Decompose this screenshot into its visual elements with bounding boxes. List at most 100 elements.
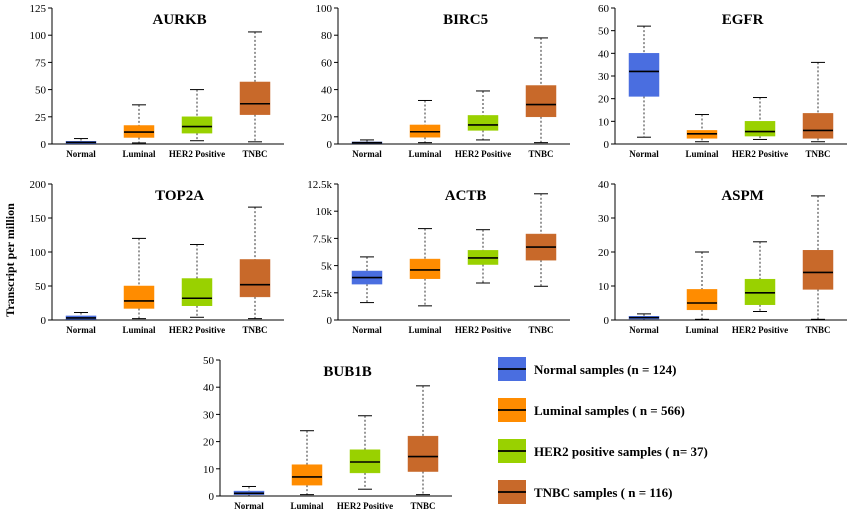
y-tick-label: 0	[604, 139, 610, 151]
box-normal: Normal	[628, 313, 660, 335]
x-tick-label: Normal	[629, 149, 659, 159]
y-tick-label: 20	[598, 94, 610, 106]
y-tick-label: 0	[41, 315, 47, 327]
box-normal: Normal	[351, 139, 383, 159]
y-axis-label: Transcript per million	[3, 203, 17, 317]
panel-aspm: 0 10 20 30 40 ASPM Normal Luminal HER2 Positive T…	[598, 179, 847, 335]
y-tick-label: 10	[598, 281, 610, 293]
y-tick-label: 40	[321, 85, 333, 97]
panel-actb: 0 2.5k 5k 7.5k 10k 12.5k ACTB Normal Luminal HER2…	[307, 179, 570, 335]
x-tick-label: HER2 Positive	[337, 501, 393, 509]
y-tick-label: 100	[30, 247, 47, 259]
x-tick-label: HER2 Positive	[455, 149, 511, 159]
y-tick-label: 0	[327, 315, 333, 327]
iqr-box	[123, 285, 155, 309]
box-her2-positive: HER2 Positive	[169, 244, 225, 335]
y-tick-label: 50	[203, 355, 215, 367]
legend-item: HER2 positive samples ( n= 37)	[498, 439, 708, 463]
y-tick-label: 10	[203, 464, 215, 476]
iqr-box	[181, 278, 213, 306]
legend: Normal samples (n = 124) Luminal samples …	[498, 357, 708, 504]
legend-label: Normal samples (n = 124)	[534, 362, 676, 377]
iqr-box	[802, 250, 834, 290]
panel-egfr: 0 10 20 30 40 50 60 EGFR Normal Luminal HER2 Posit…	[598, 3, 847, 159]
x-tick-label: Luminal	[408, 149, 442, 159]
box-normal: Normal	[233, 485, 265, 509]
x-tick-label: Normal	[352, 325, 382, 335]
x-tick-label: TNBC	[805, 149, 830, 159]
box-her2-positive: HER2 Positive	[732, 97, 788, 159]
x-tick-label: Luminal	[685, 325, 719, 335]
panel-title: EGFR	[722, 12, 764, 28]
box-tnbc: TNBC	[407, 385, 439, 509]
x-tick-label: HER2 Positive	[169, 149, 225, 159]
x-tick-label: TNBC	[528, 325, 553, 335]
iqr-box	[744, 121, 776, 137]
legend-item: Normal samples (n = 124)	[498, 357, 676, 381]
legend-label: Luminal samples ( n = 566)	[534, 403, 685, 418]
x-tick-label: HER2 Positive	[455, 325, 511, 335]
box-her2-positive: HER2 Positive	[337, 415, 393, 509]
x-tick-label: Normal	[234, 501, 264, 509]
panel-title: AURKB	[153, 12, 207, 28]
legend-label: TNBC samples ( n = 116)	[534, 485, 673, 500]
y-tick-label: 150	[30, 213, 47, 225]
iqr-box	[239, 81, 271, 115]
y-tick-label: 2.5k	[313, 288, 333, 300]
legend-item: TNBC samples ( n = 116)	[498, 480, 673, 504]
x-tick-label: HER2 Positive	[732, 325, 788, 335]
y-tick-label: 30	[598, 213, 610, 225]
panel-bub1b: 0 10 20 30 40 50 BUB1B Normal Luminal HER2 Positi…	[203, 355, 452, 509]
panel-birc5: 0 20 40 60 80 100 BIRC5 Normal Luminal HER2 Posit…	[316, 3, 570, 159]
y-tick-label: 5k	[321, 261, 333, 273]
y-tick-label: 20	[203, 437, 215, 449]
box-tnbc: TNBC	[239, 31, 271, 159]
x-tick-label: Luminal	[122, 325, 156, 335]
x-tick-label: Normal	[66, 149, 96, 159]
y-tick-label: 60	[598, 3, 610, 15]
y-tick-label: 50	[35, 281, 47, 293]
box-luminal: Luminal	[122, 104, 156, 159]
x-tick-label: TNBC	[410, 501, 435, 509]
x-tick-label: HER2 Positive	[732, 149, 788, 159]
box-luminal: Luminal	[122, 237, 156, 335]
iqr-box	[291, 464, 323, 486]
box-normal: Normal	[65, 138, 97, 159]
y-tick-label: 10	[598, 116, 610, 128]
iqr-box	[239, 259, 271, 298]
box-her2-positive: HER2 Positive	[169, 89, 225, 159]
legend-item: Luminal samples ( n = 566)	[498, 398, 685, 422]
iqr-box	[628, 53, 660, 97]
box-normal: Normal	[65, 312, 97, 335]
box-normal: Normal	[628, 25, 660, 159]
iqr-box	[744, 278, 776, 305]
panel-title: TOP2A	[155, 188, 204, 204]
iqr-box	[181, 116, 213, 134]
y-tick-label: 50	[598, 26, 610, 38]
x-tick-label: Luminal	[290, 501, 324, 509]
x-tick-label: HER2 Positive	[169, 325, 225, 335]
x-tick-label: Normal	[352, 149, 382, 159]
y-tick-label: 0	[327, 139, 333, 151]
y-tick-label: 25	[35, 112, 47, 124]
iqr-box	[802, 113, 834, 139]
y-tick-label: 7.5k	[313, 233, 333, 245]
y-tick-label: 20	[598, 247, 610, 259]
panel-title: BUB1B	[323, 364, 371, 380]
x-tick-label: Normal	[66, 325, 96, 335]
box-her2-positive: HER2 Positive	[455, 229, 511, 335]
x-tick-label: TNBC	[805, 325, 830, 335]
panel-top2a: 0 50 100 150 200 TOP2A Normal Luminal HER2 Posit…	[30, 179, 284, 335]
x-tick-label: TNBC	[528, 149, 553, 159]
panel-title: ASPM	[721, 188, 764, 204]
x-tick-label: Luminal	[685, 149, 719, 159]
iqr-box	[407, 435, 439, 472]
box-tnbc: TNBC	[239, 206, 271, 335]
x-tick-label: TNBC	[242, 149, 267, 159]
box-her2-positive: HER2 Positive	[455, 90, 511, 159]
box-her2-positive: HER2 Positive	[732, 241, 788, 335]
box-tnbc: TNBC	[802, 61, 834, 159]
y-tick-label: 40	[598, 48, 610, 60]
iqr-box	[467, 115, 499, 131]
